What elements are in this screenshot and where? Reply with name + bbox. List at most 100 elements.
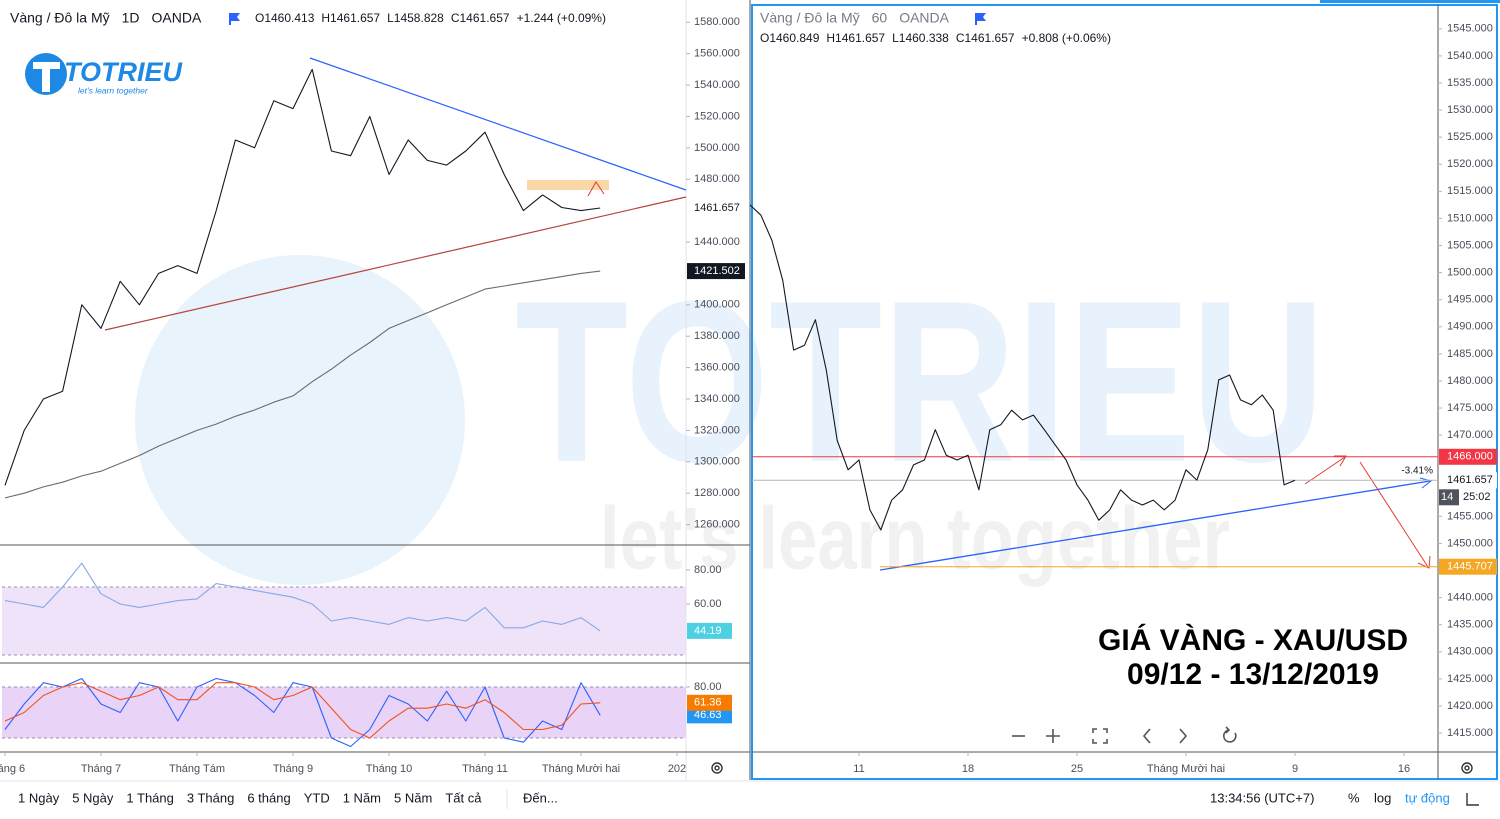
- header-symbol: Vàng / Đô la Mỹ: [10, 10, 110, 26]
- price-label-box: [687, 200, 745, 217]
- x-tick-label: 16: [1398, 763, 1410, 775]
- header-exchange: OANDA: [152, 10, 202, 26]
- y-tick-label: 1520.000: [1447, 158, 1493, 170]
- y-tick-label: 1480.000: [1447, 375, 1493, 387]
- reset-zoom[interactable]: [1092, 728, 1108, 744]
- y-tick-label: 1300.000: [694, 456, 740, 468]
- range-button[interactable]: 3 Tháng: [187, 790, 234, 805]
- watermark-circle: [135, 255, 465, 585]
- zoom-in[interactable]: [1046, 729, 1060, 743]
- scale-option[interactable]: log: [1374, 790, 1391, 805]
- y-tick-label: 80.00: [694, 681, 722, 693]
- settings-icon[interactable]: [1461, 762, 1473, 774]
- ohlc-value: H1461.657: [826, 31, 885, 45]
- band: [2, 586, 686, 656]
- series-line: [4, 562, 601, 632]
- change-value: +0.808 (+0.06%): [1022, 31, 1111, 45]
- logo-name: TOTRIEU: [64, 57, 184, 87]
- y-tick-label: 1430.000: [1447, 646, 1493, 658]
- ohlc-value: L1460.338: [892, 31, 949, 45]
- y-tick-label: 1320.000: [694, 424, 740, 436]
- y-tick-label: 1340.000: [694, 393, 740, 405]
- y-tick-label: 1485.000: [1447, 348, 1493, 360]
- ohlc-value: L1458.828: [387, 11, 444, 25]
- x-tick-label: Tháng 11: [462, 763, 508, 775]
- logo-tagline: let's learn together: [78, 85, 149, 95]
- range-button[interactable]: Tất cả: [445, 790, 482, 805]
- fullscreen-icon[interactable]: [1466, 793, 1479, 806]
- scroll-left[interactable]: [1142, 728, 1151, 744]
- zoom-controls: [1012, 726, 1237, 744]
- flag-icon[interactable]: [229, 13, 240, 25]
- x-tick-label: Tháng 7: [81, 763, 121, 775]
- x-tick-label: 9: [1292, 763, 1298, 775]
- reset-chart[interactable]: [1222, 726, 1237, 743]
- y-tick-label: 60.00: [694, 598, 722, 610]
- flag-icon[interactable]: [975, 13, 986, 25]
- y-tick-label: 1515.000: [1447, 185, 1493, 197]
- value-label-box: [687, 707, 732, 724]
- y-tick-label: 1530.000: [1447, 104, 1493, 116]
- y-tick-label: 1425.000: [1447, 673, 1493, 685]
- price-label-box: [1439, 448, 1497, 465]
- y-tick-label: 1540.000: [694, 79, 740, 91]
- scroll-right[interactable]: [1179, 728, 1188, 744]
- y-tick-label: 1440.000: [694, 236, 740, 248]
- change-value: +1.244 (+0.09%): [517, 11, 606, 25]
- scale-option[interactable]: %: [1348, 790, 1360, 805]
- settings-icon[interactable]: [711, 762, 723, 774]
- ohlc-value: O1460.413: [255, 11, 315, 25]
- x-tick-label: Tháng Mười hai: [542, 763, 620, 775]
- goto-button[interactable]: Đến...: [523, 790, 558, 805]
- y-tick-label: 1560.000: [694, 48, 740, 60]
- settings-icon-core: [714, 765, 720, 771]
- top-indicator: [1320, 0, 1500, 3]
- headline: 09/12 - 13/12/2019: [1127, 658, 1379, 691]
- y-tick-label: 1260.000: [694, 518, 740, 530]
- arrow: [1304, 455, 1347, 485]
- logo: TOTRIEU let's learn together: [25, 53, 184, 95]
- price-label-box: [687, 263, 745, 280]
- value-label: 61.36: [694, 697, 722, 709]
- y-tick-label: 1545.000: [1447, 23, 1493, 35]
- y-tick-label: 1475.000: [1447, 402, 1493, 414]
- logo-t: [33, 62, 60, 92]
- price-label: 1461.657: [1447, 474, 1493, 486]
- range-button[interactable]: 1 Ngày: [18, 790, 60, 805]
- y-tick-label: 1525.000: [1447, 131, 1493, 143]
- headline: GIÁ VÀNG - XAU/USD: [1098, 623, 1408, 657]
- series-line: [749, 204, 1296, 531]
- y-tick-label: 1490.000: [1447, 321, 1493, 333]
- countdown-price: 14: [1441, 491, 1453, 503]
- y-tick-label: 1450.000: [1447, 537, 1493, 549]
- x-tick-label: Tháng 9: [273, 763, 313, 775]
- y-tick-label: 1280.000: [694, 487, 740, 499]
- y-tick-label: 1360.000: [694, 362, 740, 374]
- range-button[interactable]: YTD: [304, 790, 330, 805]
- y-tick-label: 1500.000: [694, 142, 740, 154]
- range-button[interactable]: 6 tháng: [247, 790, 290, 805]
- ohlc-value: C1461.657: [956, 31, 1015, 45]
- y-tick-label: 1470.000: [1447, 429, 1493, 441]
- x-tick-label: 202: [668, 763, 686, 775]
- value-label: 44.19: [694, 625, 722, 637]
- scale-option[interactable]: tự động: [1405, 790, 1450, 805]
- range-button[interactable]: 1 Tháng: [126, 790, 173, 805]
- x-tick-label: Tháng 6: [0, 763, 25, 775]
- range-button[interactable]: 1 Năm: [343, 790, 381, 805]
- y-tick-label: 1380.000: [694, 330, 740, 342]
- ohlc-value: C1461.657: [451, 11, 510, 25]
- x-tick-label: 18: [962, 763, 974, 775]
- y-tick-label: 1480.000: [694, 173, 740, 185]
- settings-icon-core: [1464, 765, 1470, 771]
- y-tick-label: 1500.000: [1447, 267, 1493, 279]
- trendline: [309, 57, 687, 191]
- range-button[interactable]: 5 Ngày: [72, 790, 114, 805]
- range-button[interactable]: 5 Năm: [394, 790, 432, 805]
- price-label: 1466.000: [1447, 451, 1493, 463]
- value-label-box: [687, 694, 732, 711]
- series-line: [4, 270, 601, 499]
- x-tick-label: Tháng 10: [366, 763, 412, 775]
- y-tick-label: 1435.000: [1447, 619, 1493, 631]
